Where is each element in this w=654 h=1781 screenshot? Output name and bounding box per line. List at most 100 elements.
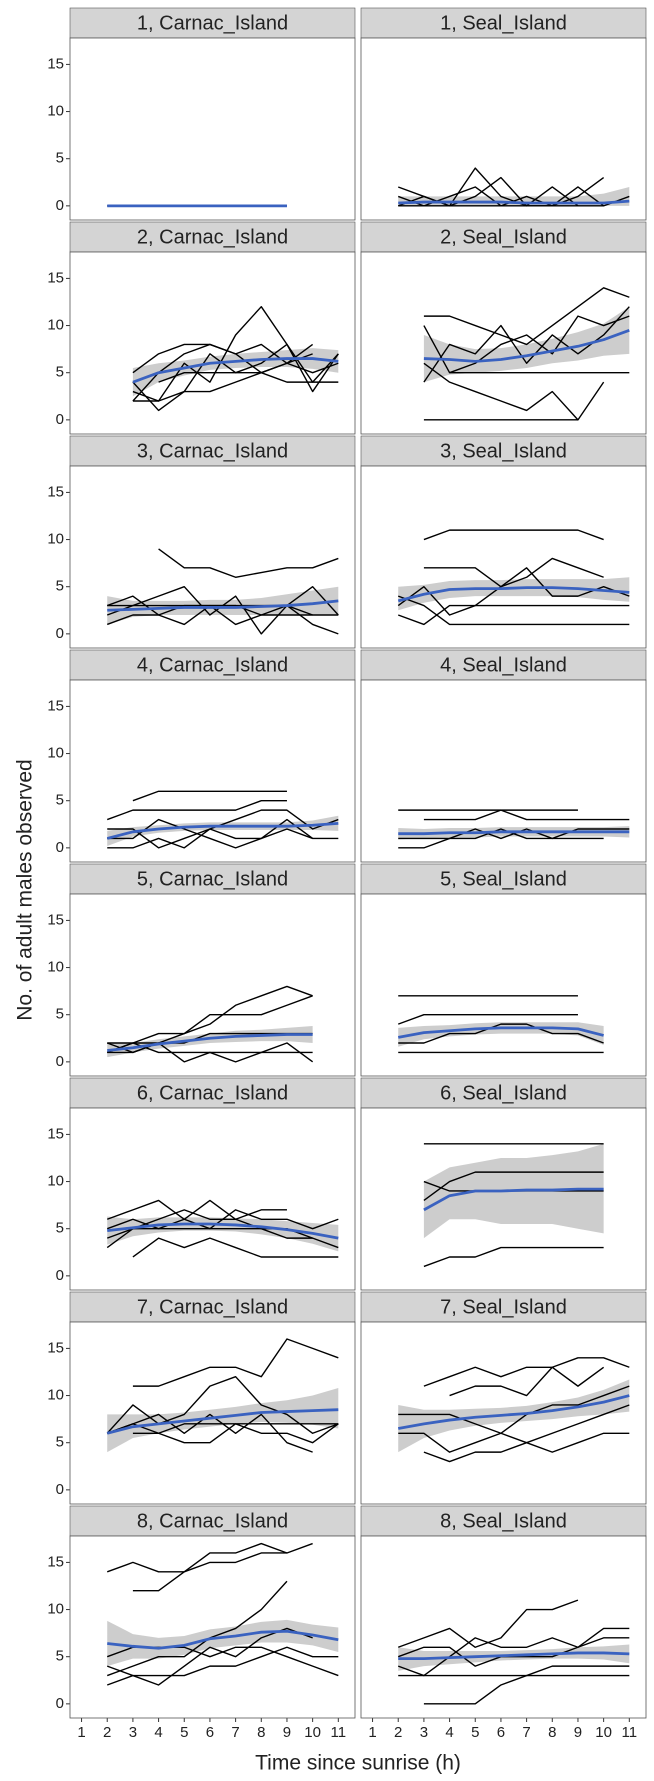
y-tick-label: 0 — [56, 1267, 64, 1284]
x-tick-label: 8 — [257, 1724, 265, 1741]
panel-title: 1, Carnac_Island — [137, 12, 288, 34]
panel-border — [69, 37, 356, 221]
strip — [360, 863, 647, 895]
individual-line — [423, 1246, 604, 1268]
panel-title: 5, Carnac_Island — [137, 868, 288, 890]
panel-border — [360, 465, 647, 649]
confidence-band — [398, 1379, 630, 1453]
x-tick-label: 6 — [497, 1724, 505, 1741]
individual-line — [106, 1646, 339, 1677]
strip — [69, 863, 356, 895]
trend-line — [398, 199, 630, 205]
individual-line — [423, 362, 605, 421]
individual-line — [158, 548, 339, 578]
panel-border — [360, 893, 647, 1077]
individual-line — [423, 1357, 630, 1387]
individual-line — [132, 343, 314, 374]
y-tick-label: 0 — [56, 839, 64, 856]
individual-line — [397, 595, 630, 626]
y-tick-label: 0 — [56, 1053, 64, 1070]
y-tick-label: 5 — [56, 792, 64, 809]
y-tick-label: 15 — [47, 269, 64, 286]
y-tick-label: 5 — [56, 1220, 64, 1237]
trend-line — [423, 328, 630, 363]
y-tick-label: 10 — [47, 103, 64, 120]
individual-line — [132, 1552, 287, 1592]
individual-line — [106, 1228, 339, 1249]
individual-line — [398, 1385, 630, 1434]
y-tick-label: 10 — [47, 1173, 64, 1190]
x-tick-label: 11 — [331, 1724, 347, 1741]
strip — [69, 1077, 356, 1109]
trend-line — [107, 599, 339, 612]
x-tick-label: 3 — [129, 1724, 137, 1741]
y-tick-label: 10 — [47, 1387, 64, 1404]
individual-line — [423, 1432, 630, 1463]
panel-title: 6, Seal_Island — [440, 1082, 567, 1104]
x-tick-label: 6 — [206, 1724, 214, 1741]
y-tick-label: 5 — [56, 1648, 64, 1665]
individual-line — [106, 1199, 287, 1220]
y-tick-label: 0 — [56, 1481, 64, 1498]
panel-title: 5, Seal_Island — [440, 868, 567, 890]
panel-border — [69, 251, 356, 435]
panel-title: 2, Seal_Island — [440, 226, 567, 248]
x-tick-label: 10 — [304, 1724, 321, 1741]
panel-title: 3, Carnac_Island — [137, 440, 288, 462]
individual-line — [397, 1637, 630, 1667]
individual-line — [106, 800, 287, 821]
panel-border — [69, 1107, 356, 1291]
y-tick-label: 10 — [47, 959, 64, 976]
x-tick-label: 10 — [595, 1724, 612, 1741]
panel-border — [360, 1321, 647, 1505]
x-tick-label: 2 — [394, 1724, 402, 1741]
panel-border — [360, 1107, 647, 1291]
x-tick-label: 4 — [445, 1724, 453, 1741]
panel-border — [69, 465, 356, 649]
trend-line — [106, 821, 339, 840]
confidence-band — [107, 815, 339, 846]
strip — [69, 649, 356, 681]
x-tick-label: 3 — [420, 1724, 428, 1741]
individual-line — [132, 790, 287, 802]
panel-background — [361, 1536, 646, 1718]
trend-line — [106, 1408, 339, 1435]
confidence-band — [398, 577, 630, 611]
y-tick-label: 5 — [56, 150, 64, 167]
y-tick-label: 15 — [47, 911, 64, 928]
individual-line — [106, 1423, 339, 1444]
individual-line — [423, 1171, 604, 1201]
confidence-band — [132, 348, 339, 397]
individual-line — [398, 828, 604, 849]
trend-line — [107, 1033, 313, 1052]
y-tick-label: 0 — [56, 411, 64, 428]
strip — [69, 1291, 356, 1323]
confidence-band — [107, 1388, 339, 1453]
x-tick-label: 11 — [622, 1724, 638, 1741]
strip — [360, 221, 647, 253]
panel-title: 1, Seal_Island — [440, 12, 567, 34]
trend-line — [398, 1651, 630, 1660]
individual-line — [423, 809, 630, 821]
panel-border — [360, 1535, 647, 1719]
panel-background — [361, 38, 646, 220]
individual-line — [132, 305, 339, 402]
trend-line — [107, 1629, 339, 1650]
individual-line — [423, 287, 630, 346]
panel-title: 4, Carnac_Island — [137, 654, 288, 676]
y-tick-label: 5 — [56, 1434, 64, 1451]
panel-background — [70, 252, 355, 434]
y-tick-label: 0 — [56, 1695, 64, 1712]
individual-line — [423, 315, 630, 374]
individual-line — [398, 1023, 604, 1044]
individual-line — [397, 567, 630, 616]
trend-line — [397, 1026, 604, 1039]
individual-line — [106, 1580, 288, 1677]
strip — [69, 435, 356, 467]
individual-line — [398, 195, 630, 207]
y-tick-label: 10 — [47, 531, 64, 548]
individual-line — [397, 1014, 578, 1025]
panel-title: 7, Seal_Island — [440, 1296, 567, 1318]
trend-line — [397, 1394, 630, 1430]
